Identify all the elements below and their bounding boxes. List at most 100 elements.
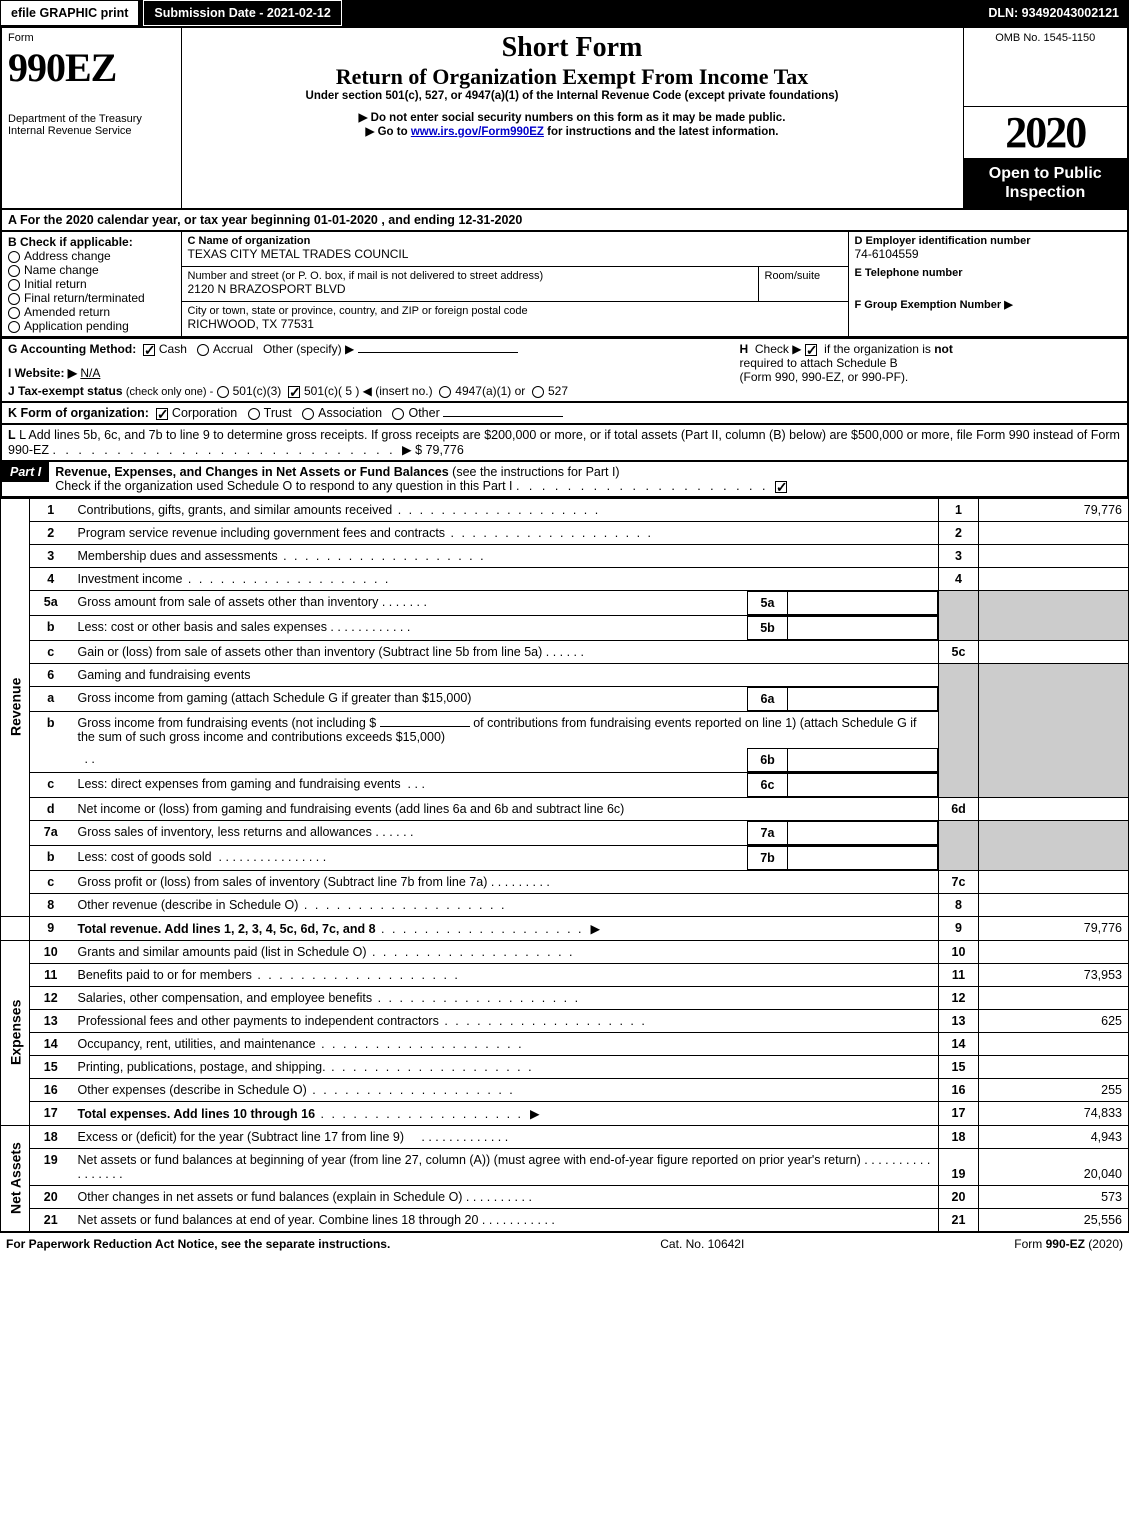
row21-no: 21	[30, 1208, 72, 1231]
row1-desc: Contributions, gifts, grants, and simila…	[78, 503, 393, 517]
row5b-no: b	[30, 615, 72, 640]
k-association-checkbox[interactable]	[302, 408, 314, 420]
website-value: N/A	[80, 366, 100, 380]
k-trust-label: Trust	[264, 406, 292, 420]
line-j-hint: (check only one) -	[126, 386, 213, 398]
k-other-checkbox[interactable]	[392, 408, 404, 420]
row19-no: 19	[30, 1148, 72, 1185]
goto-link[interactable]: www.irs.gov/Form990EZ	[411, 126, 544, 138]
row6-no: 6	[30, 663, 72, 686]
line-l-arrow: ▶ $	[402, 443, 422, 457]
k-trust-checkbox[interactable]	[248, 408, 260, 420]
row9-arrow: ▶	[590, 922, 600, 936]
row7c-desc: Gross profit or (loss) from sales of inv…	[78, 875, 488, 889]
row17-value: 74,833	[979, 1101, 1129, 1125]
open-to-public: Open to Public Inspection	[964, 158, 1128, 208]
revenue-side-label: Revenue	[1, 498, 30, 916]
opt-amended-return[interactable]: Amended return	[8, 305, 175, 319]
j-4947-label: 4947(a)(1) or	[455, 384, 525, 398]
row18-value: 4,943	[979, 1125, 1129, 1148]
k-corporation-label: Corporation	[172, 406, 237, 420]
submission-date-button[interactable]: Submission Date - 2021-02-12	[143, 0, 341, 26]
row17-desc: Total expenses. Add lines 10 through 16	[78, 1107, 316, 1121]
short-form-title: Short Form	[188, 32, 957, 64]
opt-initial-return[interactable]: Initial return	[8, 277, 175, 291]
row8-desc: Other revenue (describe in Schedule O)	[78, 898, 299, 912]
opt-name-change[interactable]: Name change	[8, 263, 175, 277]
ein-value: 74-6104559	[855, 247, 1122, 261]
row20-desc: Other changes in net assets or fund bala…	[78, 1190, 463, 1204]
footer-right-bold: 990-EZ	[1046, 1237, 1085, 1251]
row6b-inner-no: 6b	[748, 748, 788, 771]
footer: For Paperwork Reduction Act Notice, see …	[0, 1232, 1129, 1255]
row19-colno: 19	[939, 1148, 979, 1185]
part1-schedule-o-checkbox[interactable]	[775, 481, 787, 493]
opt-address-change-label: Address change	[24, 249, 111, 263]
opt-address-change[interactable]: Address change	[8, 249, 175, 263]
form-word: Form	[8, 32, 175, 44]
line-j-label: J Tax-exempt status	[8, 384, 123, 398]
goto-line: ▶ Go to www.irs.gov/Form990EZ for instru…	[188, 124, 957, 138]
row14-value	[979, 1032, 1129, 1055]
row15-value	[979, 1055, 1129, 1078]
opt-application-pending[interactable]: Application pending	[8, 319, 175, 333]
row6b-amount-input[interactable]	[380, 726, 470, 727]
row5c-no: c	[30, 640, 72, 663]
row11-value: 73,953	[979, 963, 1129, 986]
row11-no: 11	[30, 963, 72, 986]
row3-colno: 3	[939, 544, 979, 567]
k-other-input[interactable]	[443, 416, 563, 417]
row15-no: 15	[30, 1055, 72, 1078]
row8-value	[979, 893, 1129, 916]
row12-no: 12	[30, 986, 72, 1009]
other-specify-input[interactable]	[358, 352, 518, 353]
line-h-text4: (Form 990, 990-EZ, or 990-PF).	[740, 370, 1121, 384]
dln-label: DLN: 93492043002121	[978, 0, 1129, 26]
row5c-colno: 5c	[939, 640, 979, 663]
line-g-label: G Accounting Method:	[8, 342, 136, 356]
j-527-label: 527	[548, 384, 568, 398]
k-corporation-checkbox[interactable]	[156, 408, 168, 420]
row16-no: 16	[30, 1078, 72, 1101]
j-4947-checkbox[interactable]	[439, 386, 451, 398]
row5a-no: 5a	[30, 590, 72, 615]
row18-no: 18	[30, 1125, 72, 1148]
j-501c-checkbox[interactable]	[288, 386, 300, 398]
row19-value: 20,040	[979, 1148, 1129, 1185]
netassets-side-label: Net Assets	[1, 1125, 30, 1231]
row8-colno: 8	[939, 893, 979, 916]
opt-application-pending-label: Application pending	[24, 319, 129, 333]
line-k-label: K Form of organization:	[8, 406, 149, 420]
other-specify-label: Other (specify) ▶	[263, 342, 354, 356]
row3-desc: Membership dues and assessments	[78, 549, 278, 563]
j-501c3-checkbox[interactable]	[217, 386, 229, 398]
row10-no: 10	[30, 940, 72, 963]
row5ab-value-shaded	[979, 590, 1129, 640]
efile-print-button[interactable]: efile GRAPHIC print	[0, 0, 139, 26]
row1-value: 79,776	[979, 498, 1129, 521]
j-527-checkbox[interactable]	[532, 386, 544, 398]
row9-no: 9	[30, 916, 72, 940]
line-a: A For the 2020 calendar year, or tax yea…	[0, 210, 1129, 230]
footer-right: Form 990-EZ (2020)	[1014, 1237, 1123, 1251]
part1-table: Revenue 1 Contributions, gifts, grants, …	[0, 498, 1129, 1232]
box-d-label: D Employer identification number	[855, 235, 1122, 247]
row6a-no: a	[30, 686, 72, 711]
footer-mid: Cat. No. 10642I	[660, 1237, 744, 1251]
row16-desc: Other expenses (describe in Schedule O)	[78, 1083, 307, 1097]
line-h-text3: required to attach Schedule B	[740, 356, 1121, 370]
row6d-colno: 6d	[939, 797, 979, 820]
row5ab-colno-shaded	[939, 590, 979, 640]
row10-value	[979, 940, 1129, 963]
row9-desc: Total revenue. Add lines 1, 2, 3, 4, 5c,…	[78, 922, 376, 936]
opt-final-return[interactable]: Final return/terminated	[8, 291, 175, 305]
h-checkbox[interactable]	[805, 344, 817, 356]
part1-hint: (see the instructions for Part I)	[452, 465, 619, 479]
row21-value: 25,556	[979, 1208, 1129, 1231]
cash-checkbox[interactable]	[143, 344, 155, 356]
row20-value: 573	[979, 1185, 1129, 1208]
row6a-inner-no: 6a	[748, 687, 788, 710]
part1-header: Part I Revenue, Expenses, and Changes in…	[0, 462, 1129, 498]
accrual-checkbox[interactable]	[197, 344, 209, 356]
dept-treasury: Department of the Treasury	[8, 113, 175, 125]
